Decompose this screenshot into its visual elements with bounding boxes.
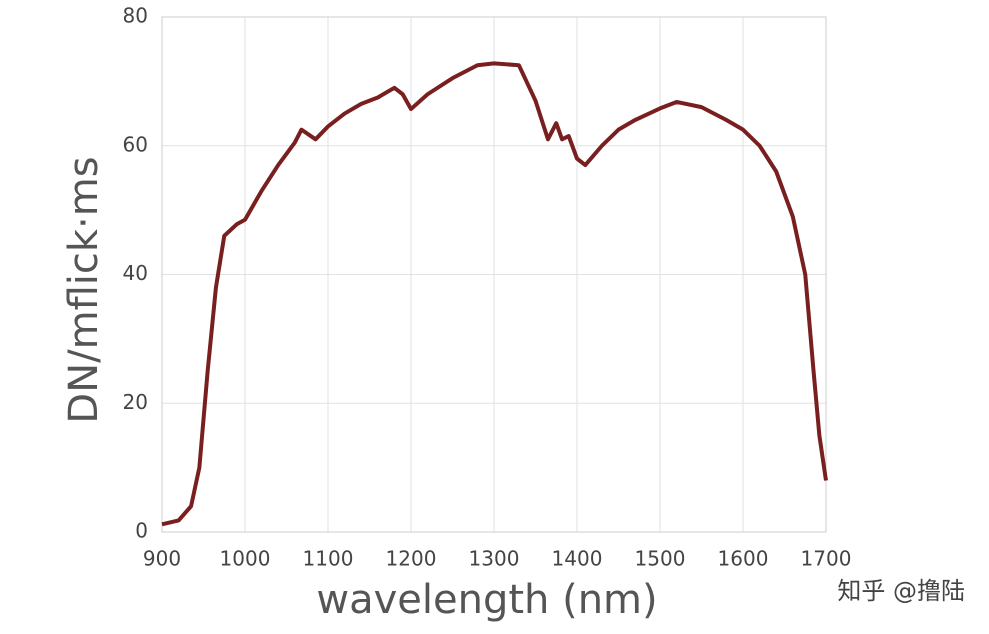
x-tick-label: 1000 bbox=[220, 547, 271, 571]
x-tick-label: 900 bbox=[143, 547, 181, 571]
data-line bbox=[161, 61, 828, 527]
y-tick-label: 60 bbox=[123, 132, 148, 156]
y-tick-label: 40 bbox=[123, 261, 148, 285]
y-axis-label: DN/mflick·ms bbox=[61, 156, 107, 423]
x-tick-label: 1100 bbox=[303, 547, 354, 571]
x-tick-label: 1400 bbox=[552, 547, 603, 571]
x-tick-label: 1200 bbox=[386, 547, 437, 571]
watermark: 知乎 @撸陆 bbox=[837, 577, 965, 605]
plot-frame bbox=[161, 16, 827, 533]
x-tick-label: 1600 bbox=[718, 547, 769, 571]
y-tick-label: 20 bbox=[123, 390, 148, 414]
y-tick-label: 80 bbox=[123, 4, 148, 28]
x-tick-label: 1300 bbox=[469, 547, 520, 571]
x-axis-label: wavelength (nm) bbox=[316, 577, 657, 623]
x-tick-label: 1700 bbox=[801, 547, 852, 571]
y-tick-label: 0 bbox=[135, 519, 148, 543]
x-tick-label: 1500 bbox=[635, 547, 686, 571]
